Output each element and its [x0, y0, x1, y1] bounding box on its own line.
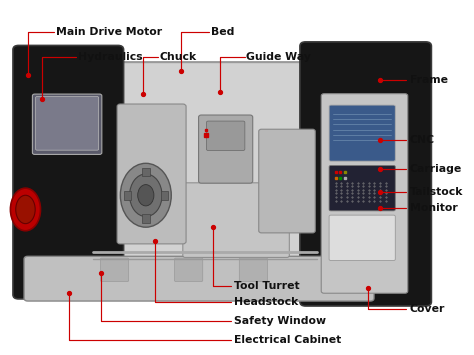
- Ellipse shape: [10, 188, 40, 231]
- FancyBboxPatch shape: [24, 256, 374, 301]
- Text: Chuck: Chuck: [160, 52, 197, 62]
- Ellipse shape: [138, 185, 154, 206]
- Ellipse shape: [16, 195, 35, 224]
- FancyBboxPatch shape: [329, 105, 395, 161]
- Text: Carriage: Carriage: [410, 164, 462, 174]
- FancyBboxPatch shape: [13, 45, 124, 299]
- FancyBboxPatch shape: [32, 94, 102, 154]
- Bar: [142, 214, 149, 223]
- Text: Hydraulics: Hydraulics: [78, 52, 142, 62]
- Ellipse shape: [129, 174, 162, 217]
- FancyBboxPatch shape: [100, 258, 128, 282]
- FancyBboxPatch shape: [321, 94, 408, 293]
- FancyBboxPatch shape: [183, 183, 289, 257]
- Text: Headstock: Headstock: [234, 297, 298, 307]
- FancyBboxPatch shape: [239, 258, 267, 282]
- Text: Safety Window: Safety Window: [234, 316, 326, 326]
- FancyBboxPatch shape: [207, 121, 245, 151]
- FancyBboxPatch shape: [36, 97, 99, 150]
- FancyBboxPatch shape: [174, 258, 203, 282]
- Text: Guide Way: Guide Way: [246, 52, 311, 62]
- Bar: [161, 191, 168, 200]
- FancyBboxPatch shape: [199, 115, 253, 183]
- FancyBboxPatch shape: [117, 104, 186, 244]
- FancyBboxPatch shape: [329, 215, 395, 261]
- FancyBboxPatch shape: [259, 129, 315, 233]
- Text: Electrical Cabinet: Electrical Cabinet: [234, 335, 341, 345]
- Text: Frame: Frame: [410, 75, 447, 85]
- Text: Cover: Cover: [410, 304, 445, 314]
- FancyBboxPatch shape: [300, 42, 431, 306]
- Text: CNC: CNC: [410, 135, 435, 145]
- Text: Tailstock: Tailstock: [410, 187, 463, 197]
- Text: Bed: Bed: [210, 27, 234, 37]
- FancyBboxPatch shape: [329, 165, 395, 211]
- Text: Tool Turret: Tool Turret: [234, 281, 300, 291]
- Bar: [142, 168, 149, 176]
- Text: Monitor: Monitor: [410, 203, 457, 213]
- Bar: [124, 191, 131, 200]
- Text: Main Drive Motor: Main Drive Motor: [55, 27, 162, 37]
- Ellipse shape: [120, 163, 171, 227]
- FancyBboxPatch shape: [49, 62, 349, 286]
